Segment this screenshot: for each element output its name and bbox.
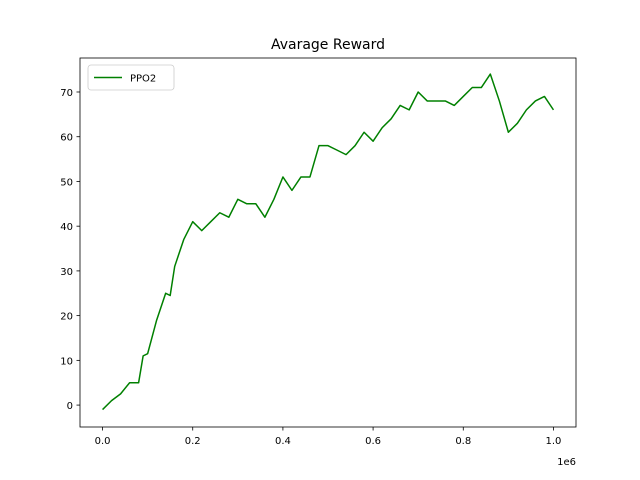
x-tick-label: 0.6: [365, 436, 381, 447]
chart-title: Avarage Reward: [271, 37, 385, 53]
x-tick-label: 0.2: [185, 436, 201, 447]
x-offset-label: 1e6: [557, 457, 576, 468]
axes-frame: [79, 57, 577, 428]
y-tick-label: 60: [60, 133, 73, 144]
legend-box: [87, 64, 175, 91]
x-tick-label: 0.4: [275, 436, 291, 447]
y-tick-label: 20: [60, 312, 73, 323]
x-tick-label: 1.0: [546, 436, 562, 447]
y-tick-label: 70: [60, 88, 73, 99]
x-tick-label: 0.0: [95, 436, 111, 447]
y-tick-label: 30: [60, 267, 73, 278]
x-tick-label: 0.8: [455, 436, 471, 447]
y-tick-label: 10: [60, 356, 73, 367]
line-series: [102, 73, 555, 411]
y-tick-label: 0: [67, 401, 73, 412]
y-tick-label: 40: [60, 222, 73, 233]
y-tick-label: 50: [60, 177, 73, 188]
legend-label: PPO2: [130, 74, 156, 85]
